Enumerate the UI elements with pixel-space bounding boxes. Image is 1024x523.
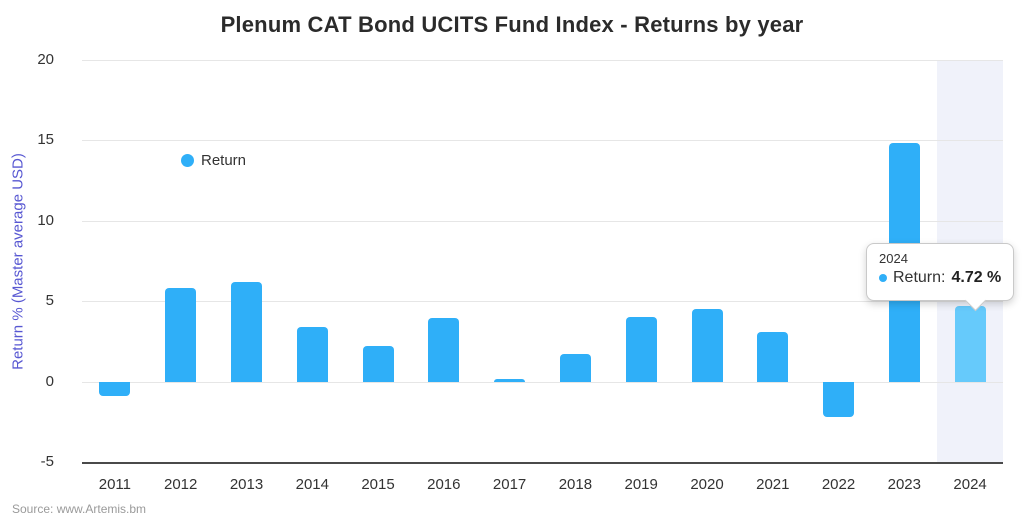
tooltip-body: Return: 4.72 % — [879, 269, 1013, 287]
grid-line — [82, 381, 1003, 383]
y-tick-label: -5 — [40, 453, 54, 470]
x-tick-label-2016: 2016 — [427, 476, 461, 493]
bar-2018[interactable] — [559, 354, 591, 382]
tooltip-header: 2024 — [879, 251, 908, 266]
legend-marker-icon — [181, 154, 194, 167]
x-tick-label-2023: 2023 — [887, 476, 921, 493]
x-tick-label-2018: 2018 — [558, 476, 593, 493]
x-tick-label-2017: 2017 — [492, 476, 527, 493]
bar-2022[interactable] — [823, 381, 854, 417]
bar-2019[interactable] — [625, 317, 657, 382]
tooltip-series-label: Return: — [893, 269, 946, 286]
bar-2020[interactable] — [691, 309, 723, 382]
x-tick-label-2019: 2019 — [624, 476, 658, 493]
x-tick-label-2022: 2022 — [821, 476, 856, 493]
y-tick-label: 5 — [45, 292, 54, 310]
y-tick-label: 15 — [37, 131, 54, 149]
tooltip: 2024 Return: 4.72 % — [866, 243, 1014, 312]
bar-2011[interactable] — [99, 381, 131, 397]
grid-line — [82, 140, 1003, 142]
tooltip-series-marker-icon — [879, 274, 887, 282]
legend-item-return[interactable]: Return — [181, 152, 246, 169]
y-tick-label: 0 — [45, 372, 54, 390]
x-tick-label-2015: 2015 — [361, 476, 395, 493]
tooltip-value: 4.72 % — [951, 269, 1002, 286]
bar-2012[interactable] — [165, 288, 197, 382]
bar-2021[interactable] — [757, 331, 789, 382]
bar-2017[interactable] — [494, 379, 526, 382]
legend-label: Return — [201, 152, 247, 169]
x-tick-label-2011: 2011 — [98, 476, 132, 493]
bar-2013[interactable] — [231, 281, 262, 382]
bar-2014[interactable] — [296, 326, 328, 382]
bar-2015[interactable] — [362, 346, 394, 382]
chart-title: Plenum CAT Bond UCITS Fund Index - Retur… — [220, 12, 804, 37]
x-tick-label-2013: 2013 — [229, 476, 264, 493]
x-axis-line — [82, 462, 1003, 464]
bar-2024[interactable] — [954, 305, 986, 382]
source-credit: Source: www.Artemis.bm — [12, 502, 147, 516]
bar-2016[interactable] — [428, 318, 460, 382]
x-tick-label-2024: 2024 — [953, 476, 987, 493]
x-tick-label-2021: 2021 — [756, 476, 790, 493]
x-tick-label-2020: 2020 — [690, 476, 724, 493]
y-tick-label: 20 — [37, 51, 54, 68]
x-tick-label-2012: 2012 — [164, 476, 198, 493]
grid-line — [82, 301, 1003, 303]
plot-area — [82, 60, 1003, 464]
grid-line — [82, 60, 1003, 61]
y-tick-label: 10 — [37, 211, 54, 229]
x-tick-label-2014: 2014 — [295, 476, 329, 493]
grid-line — [82, 220, 1003, 222]
